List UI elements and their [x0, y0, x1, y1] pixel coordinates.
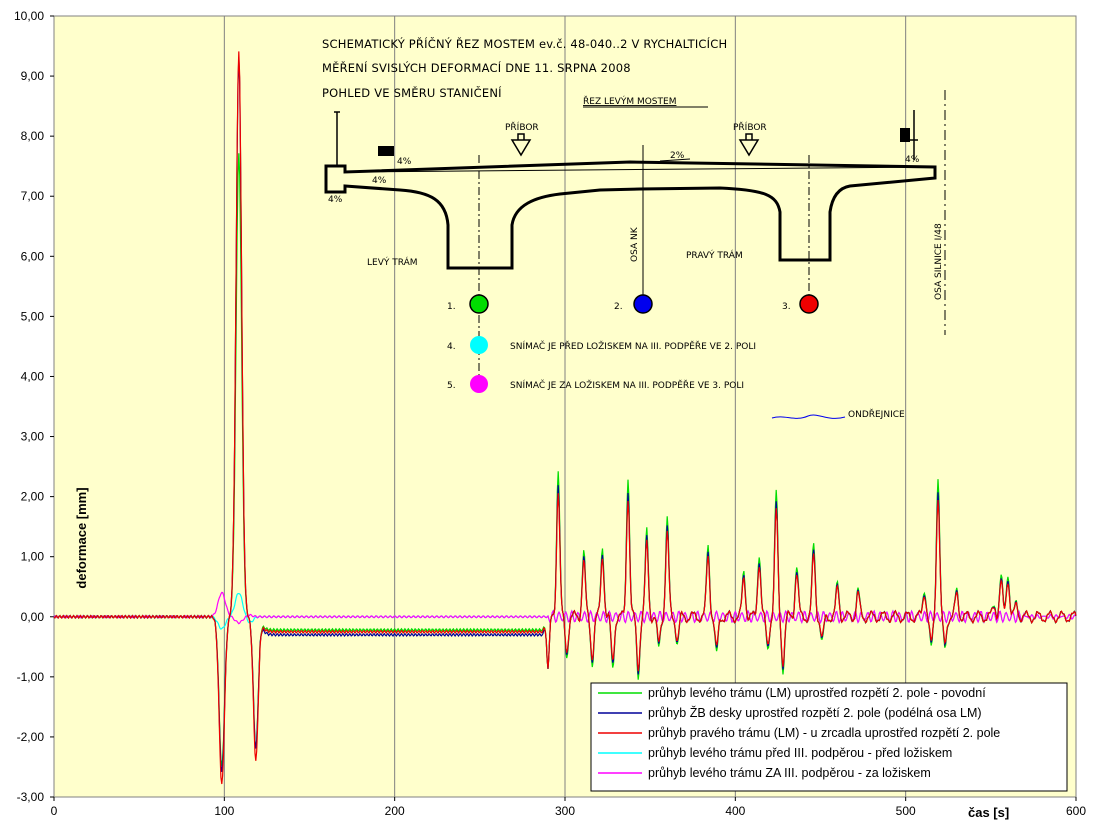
- y-tick-label: 1,00: [21, 550, 45, 564]
- right-railing: [910, 110, 918, 160]
- right-barrier: [900, 128, 910, 142]
- x-tick-label: 300: [555, 804, 575, 818]
- y-tick-label: 9,00: [21, 69, 45, 83]
- diagram-title-2: MĚŘENÍ SVISLÝCH DEFORMACÍ DNE 11. SRPNA …: [322, 60, 631, 75]
- x-tick-label: 100: [214, 804, 234, 818]
- deck-top: [344, 166, 936, 173]
- sensor-3: [799, 294, 819, 314]
- legend-label: průhyb levého trámu před III. podpěrou -…: [648, 746, 952, 760]
- sensor-5-number: 5.: [447, 381, 456, 391]
- sensor-1-number: 1.: [447, 302, 456, 312]
- legend-box: [590, 682, 1068, 792]
- slope-right: 4%: [905, 155, 920, 165]
- pribor-left-arrow: [510, 133, 532, 157]
- y-tick-label: -1,00: [17, 670, 45, 684]
- y-ticks: -3,00 -2,00 -1,00 0,00 1,00 2,00 3,00 4,00 5,00 6…: [14, 9, 54, 804]
- nk-axis-label: OSA NK: [630, 226, 640, 262]
- sensor-4: [470, 336, 488, 354]
- sensor-2: [633, 294, 653, 314]
- bridge-diagram: SCHEMATICKÝ PŘÍČNÝ ŘEZ MOSTEM ev.č. 48-0…: [322, 36, 946, 420]
- sensor-4-text: SNÍMAČ JE PŘED LOŽISKEM NA III. PODPĚŘE …: [510, 340, 756, 352]
- y-tick-label: -3,00: [17, 790, 45, 804]
- x-tick-label: 400: [725, 804, 745, 818]
- y-tick-label: 0,00: [21, 610, 45, 624]
- y-tick-label: 3,00: [21, 430, 45, 444]
- legend-label: průhyb levého trámu ZA III. podpěrou - z…: [648, 766, 931, 780]
- y-tick-label: 5,00: [21, 309, 45, 323]
- grid: [223, 16, 907, 797]
- x-tick-label: 0: [51, 804, 58, 818]
- sensor-5-text: SNÍMAČ JE ZA LOŽISKEM NA III. PODPĚŘE VE…: [510, 379, 744, 391]
- legend-label: průhyb ŽB desky uprostřed rozpětí 2. pol…: [648, 705, 982, 720]
- x-tick-label: 200: [385, 804, 405, 818]
- deck-outline: [324, 160, 937, 270]
- x-ticks: 0 100 200 300 400 500 600: [51, 797, 1086, 818]
- left-barrier: [378, 146, 394, 156]
- diagram-title-1: SCHEMATICKÝ PŘÍČNÝ ŘEZ MOSTEM ev.č. 48-0…: [322, 36, 727, 51]
- y-tick-label: 7,00: [21, 189, 45, 203]
- section-label: ŘEZ LEVÝM MOSTEM: [583, 95, 676, 107]
- legend: průhyb levého trámu (LM) uprostřed rozpě…: [590, 682, 1068, 792]
- slope-left-1: 4%: [397, 157, 412, 167]
- slope-center: 2%: [670, 151, 685, 161]
- y-tick-label: 8,00: [21, 129, 45, 143]
- road-axis-label: OSA SILNICE I/48: [934, 223, 944, 300]
- slope-arrow: [659, 158, 691, 162]
- right-beam-label: PRAVÝ TRÁM: [686, 249, 743, 261]
- slope-left-3: 4%: [328, 195, 343, 205]
- sensor-2-number: 2.: [614, 302, 623, 312]
- sensor-4-number: 4.: [447, 342, 456, 352]
- sensor-3-number: 3.: [782, 302, 791, 312]
- pribor-right-arrow: [738, 133, 760, 157]
- river-label: ONDŘEJNICE: [848, 409, 905, 420]
- diagram-title-3: POHLED VE SMĚRU STANIČENÍ: [322, 85, 502, 100]
- legend-label: průhyb pravého trámu (LM) - u zrcadla up…: [648, 726, 1000, 740]
- y-axis-title: deformace [mm]: [74, 487, 89, 588]
- y-tick-label: 6,00: [21, 249, 45, 263]
- series-line-3: [53, 51, 1077, 785]
- sensor-1: [469, 294, 489, 314]
- y-tick-label: 10,00: [14, 9, 44, 23]
- left-railing: [334, 111, 340, 166]
- sensor-5: [470, 375, 488, 393]
- y-tick-label: 4,00: [21, 369, 45, 383]
- y-tick-label: 2,00: [21, 490, 45, 504]
- river-line: [771, 414, 846, 419]
- x-tick-label: 500: [896, 804, 916, 818]
- pribor-left-label: PŘÍBOR: [505, 121, 539, 133]
- pribor-right-label: PŘÍBOR: [733, 121, 767, 133]
- slope-left-2: 4%: [372, 176, 387, 186]
- x-tick-label: 600: [1066, 804, 1086, 818]
- legend-label: průhyb levého trámu (LM) uprostřed rozpě…: [648, 686, 986, 700]
- x-axis-title: čas [s]: [968, 805, 1009, 820]
- y-tick-label: -2,00: [17, 730, 45, 744]
- left-beam-label: LEVÝ TRÁM: [367, 256, 418, 268]
- series-lines: [53, 51, 1077, 785]
